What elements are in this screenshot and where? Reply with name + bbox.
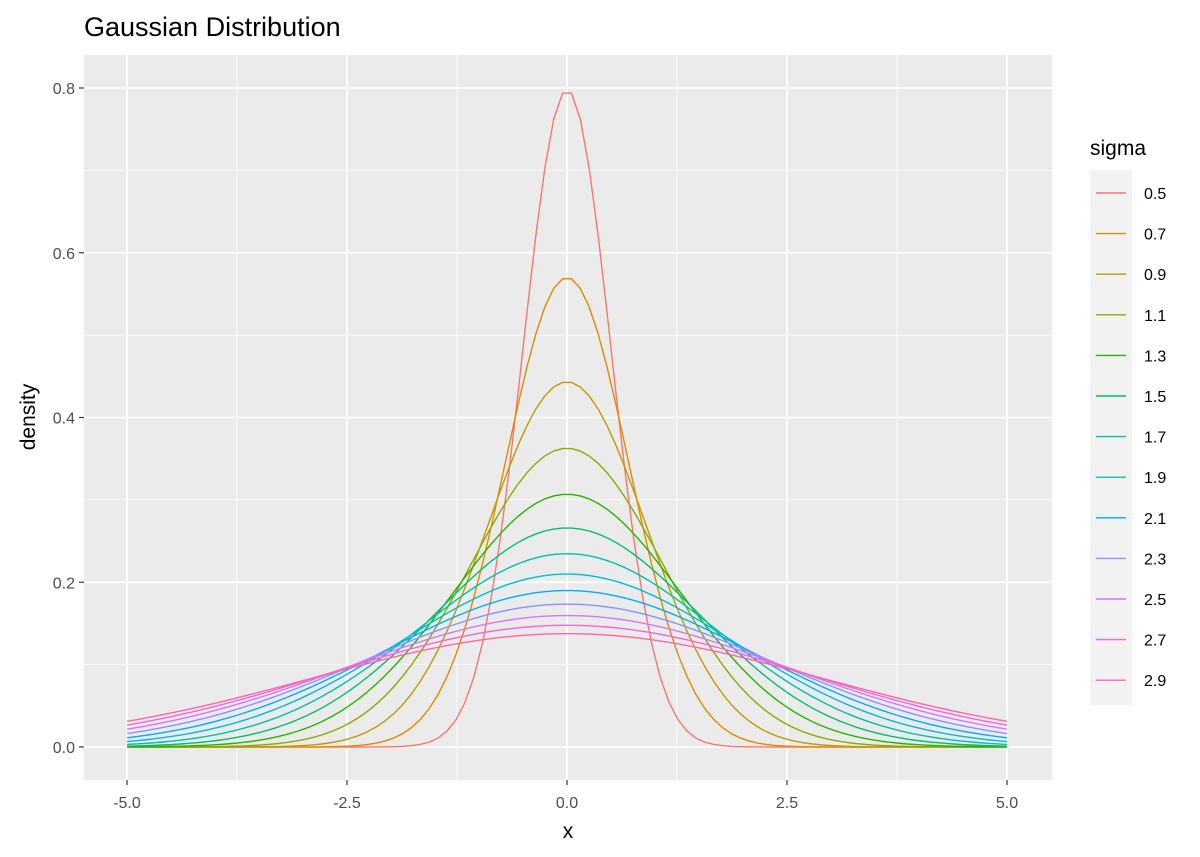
series-line-sigma-1-3 [126,493,1008,748]
legend-label-sigma-2-7: 2.7 [1144,633,1166,650]
series-line-sigma-1-5 [126,527,1008,747]
y-tick-label: 0.0 [53,740,75,757]
legend-label-sigma-0-5: 0.5 [1144,186,1166,203]
legend-label-sigma-0-7: 0.7 [1144,227,1166,244]
legend-label-sigma-2-9: 2.9 [1144,673,1166,690]
series-line-sigma-0-9 [127,381,1007,748]
series-line-sigma-2-7 [126,624,1008,726]
legend-label-sigma-1-7: 1.7 [1144,430,1166,447]
series-line-sigma-2-1 [126,589,1008,739]
legend-label-sigma-0-9: 0.9 [1144,267,1166,284]
series-line-sigma-1-9 [126,573,1008,743]
legend-title: sigma [1090,137,1146,160]
legend-label-sigma-1-3: 1.3 [1144,348,1166,365]
y-tick-label: 0.2 [53,575,75,592]
legend-label-sigma-2-5: 2.5 [1144,592,1166,609]
legend-key-background [1090,170,1132,705]
chart-title: Gaussian Distribution [84,12,341,42]
legend-label-sigma-1-1: 1.1 [1144,308,1166,325]
series-line-sigma-1-7 [126,553,1008,746]
x-tick-label: -2.5 [333,795,361,812]
x-axis-ticks: -5.0 -2.5 0.0 2.5 5.0 [113,780,1018,812]
series-line-sigma-2-9 [126,633,1008,723]
x-tick-label: 5.0 [996,795,1018,812]
series-line-sigma-2-5 [126,614,1008,730]
legend-label-sigma-2-3: 2.3 [1144,551,1166,568]
y-axis-ticks: 0.0 0.2 0.4 0.6 0.8 [53,81,84,757]
legend-label-sigma-1-9: 1.9 [1144,470,1166,487]
x-tick-label: 0.0 [556,795,578,812]
y-tick-label: 0.4 [53,411,75,428]
legend-label-sigma-1-5: 1.5 [1144,389,1166,406]
x-tick-label: -5.0 [113,795,141,812]
legend: sigma 0.5 0.7 0.9 1.1 1.3 1.5 1.7 1.9 2.1 2.3 2.5 2… [1090,137,1166,705]
series-lines [126,92,1008,748]
x-tick-label: 2.5 [776,795,798,812]
legend-label-sigma-2-1: 2.1 [1144,511,1166,528]
legend-items: 0.5 0.7 0.9 1.1 1.3 1.5 1.7 1.9 2.1 2.3 2.5 2.7 2.9 [1096,186,1166,690]
y-tick-label: 0.8 [53,81,75,98]
y-axis-title: density [17,383,40,450]
grid-major [84,55,1052,780]
y-tick-label: 0.6 [53,246,75,263]
x-axis-title: x [563,820,574,843]
series-line-sigma-1-1 [127,447,1007,748]
series-line-sigma-2-3 [126,603,1008,735]
